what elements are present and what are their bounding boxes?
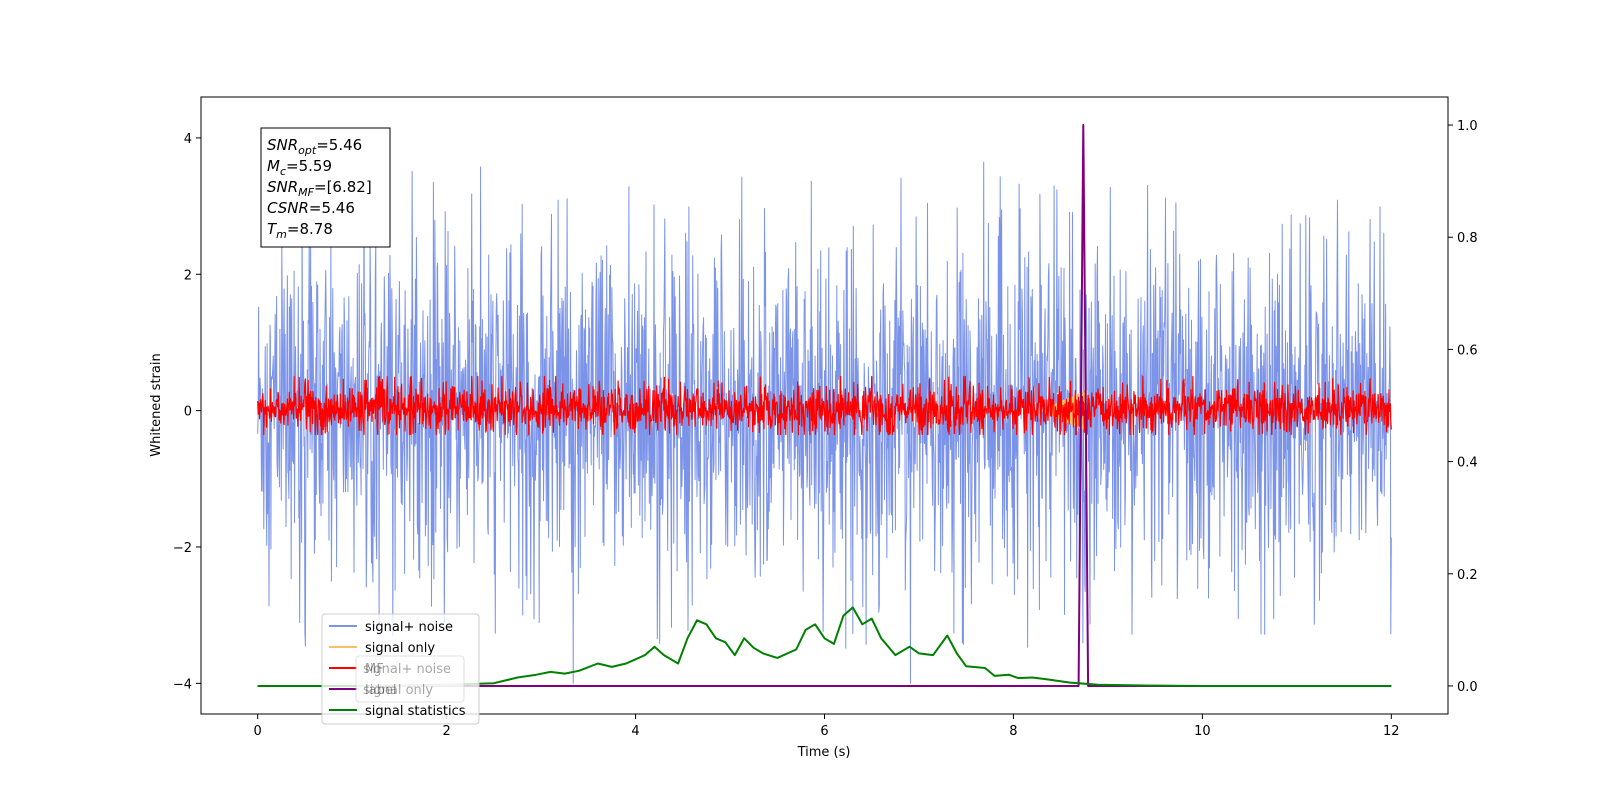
y-right-tick-label: 0.8 [1457,231,1478,246]
x-tick-label: 0 [254,724,262,739]
y-right-tick-label: 0.2 [1457,568,1478,583]
x-axis-label: Time (s) [797,745,851,760]
y-axis-label: Whitened strain [149,353,164,456]
x-tick-label: 4 [631,724,639,739]
x-tick-label: 10 [1194,724,1211,739]
annotation-line: CSNR=5.46 [267,199,355,217]
y-right-tick-label: 0.4 [1457,456,1478,471]
legend-frame-secondary [355,655,465,703]
x-tick-label: 12 [1383,724,1400,739]
axes-layer: 0 2 4 6 8 10 12 −4 −2 0 2 4 0.0 0.2 0.4 0.6 0.8 1.0 [173,119,1478,739]
series-line-mf [257,375,1392,436]
y-tick-label: −4 [173,677,192,692]
x-tick-label: 8 [1009,724,1017,739]
y-right-tick-label: 0.6 [1457,343,1478,358]
annotation-line: SNRopt=5.46 [267,136,362,157]
x-tick-label: 6 [820,724,828,739]
legend-label: signal statistics [365,704,466,719]
annotation-line: SNRMF=[6.82] [267,178,372,199]
y-right-tick-label: 0.0 [1457,680,1478,695]
legend-label-secondary: signal only [363,683,433,698]
legend-label-secondary: signal+ noise [363,662,451,677]
y-tick-label: 4 [184,132,192,147]
legend-label: signal only [365,641,435,656]
x-tick-label: 2 [442,724,450,739]
annotation-frame [260,127,391,248]
annotation-line: Tm=8.78 [267,220,333,241]
legend-label: signal+ noise [365,620,453,635]
y-tick-label: 2 [184,268,192,283]
annotation-line: Mc=5.59 [267,157,332,178]
y-tick-label: −2 [173,541,192,556]
y-right-tick-label: 1.0 [1457,119,1478,134]
series-line-signal-statistics [257,606,1392,687]
series-line-signal-noise [257,161,1392,684]
y-tick-label: 0 [184,405,192,420]
series-layer [257,124,1392,687]
